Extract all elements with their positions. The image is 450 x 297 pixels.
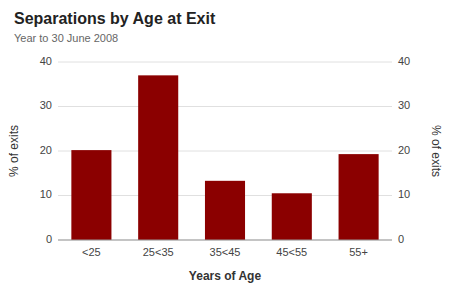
x-tick-label: <25 xyxy=(82,246,101,258)
chart-container: Separations by Age at Exit Year to 30 Jun… xyxy=(0,0,450,297)
bar xyxy=(71,150,111,240)
bar xyxy=(339,154,379,240)
y-axis-label: % of exits xyxy=(7,125,21,177)
y2-axis-label: % of exits xyxy=(429,125,443,177)
title: Separations by Age at Exit xyxy=(14,10,216,27)
x-tick-label: 55+ xyxy=(349,246,368,258)
x-axis-line xyxy=(58,240,392,241)
bar xyxy=(138,75,178,240)
x-tick-label: 35<45 xyxy=(210,246,241,258)
bar xyxy=(205,181,245,240)
y-tick-label: 20 xyxy=(40,144,52,156)
y2-tick-label: 30 xyxy=(398,99,410,111)
y-tick-label: 30 xyxy=(40,99,52,111)
subtitle: Year to 30 June 2008 xyxy=(14,32,118,44)
grid-line xyxy=(58,62,392,63)
y2-tick-label: 20 xyxy=(398,144,410,156)
y-tick-label: 10 xyxy=(40,188,52,200)
grid-line xyxy=(58,240,392,241)
chart: Separations by Age at Exit Year to 30 Jun… xyxy=(0,0,450,297)
bar xyxy=(272,193,312,240)
x-tick-label: 45<55 xyxy=(276,246,307,258)
x-tick-label: 25<35 xyxy=(143,246,174,258)
y2-tick-label: 10 xyxy=(398,188,410,200)
grid-line xyxy=(58,106,392,107)
x-axis-label: Years of Age xyxy=(189,269,262,283)
y2-tick-label: 0 xyxy=(398,233,404,245)
bars xyxy=(71,75,378,240)
y-tick-label: 40 xyxy=(40,55,52,67)
y2-tick-label: 40 xyxy=(398,55,410,67)
y-tick-label: 0 xyxy=(46,233,52,245)
